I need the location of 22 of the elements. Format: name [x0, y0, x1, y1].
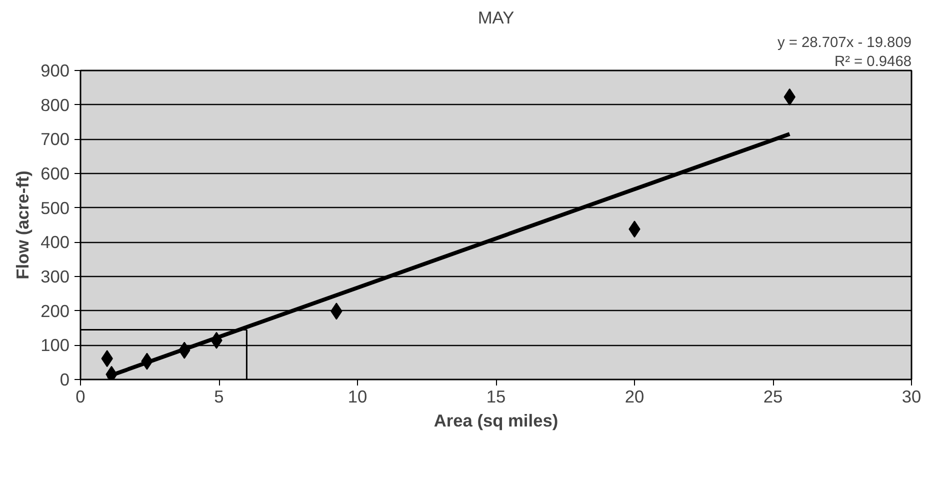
x-tick-label: 15	[486, 386, 506, 406]
y-tick-label: 300	[40, 266, 70, 286]
y-tick-label: 400	[40, 232, 70, 252]
y-tick-label: 900	[40, 60, 70, 80]
x-tick-label: 20	[624, 386, 644, 406]
x-tick-label: 25	[763, 386, 783, 406]
y-tick-label: 800	[40, 94, 70, 115]
text: y = 28.707x - 19.809	[777, 35, 912, 51]
x-tick-label: 10	[348, 386, 368, 406]
y-tick-label: 200	[40, 300, 70, 321]
y-tick-label: 500	[40, 198, 70, 218]
y-axis-title: Flow (acre-ft)	[12, 170, 33, 280]
y-tick-label: 700	[40, 129, 70, 150]
y-tick-label: 0	[60, 370, 70, 390]
text: R² = 0.9468	[834, 54, 912, 70]
chart-title: MAY	[478, 8, 515, 28]
x-axis-title: Area (sq miles)	[434, 410, 558, 430]
x-tick-label: 0	[76, 386, 86, 406]
y-tick-label: 100	[40, 335, 70, 356]
y-tick-label: 600	[40, 164, 70, 184]
x-tick-label: 30	[902, 386, 922, 406]
x-tick-label: 5	[214, 386, 224, 406]
